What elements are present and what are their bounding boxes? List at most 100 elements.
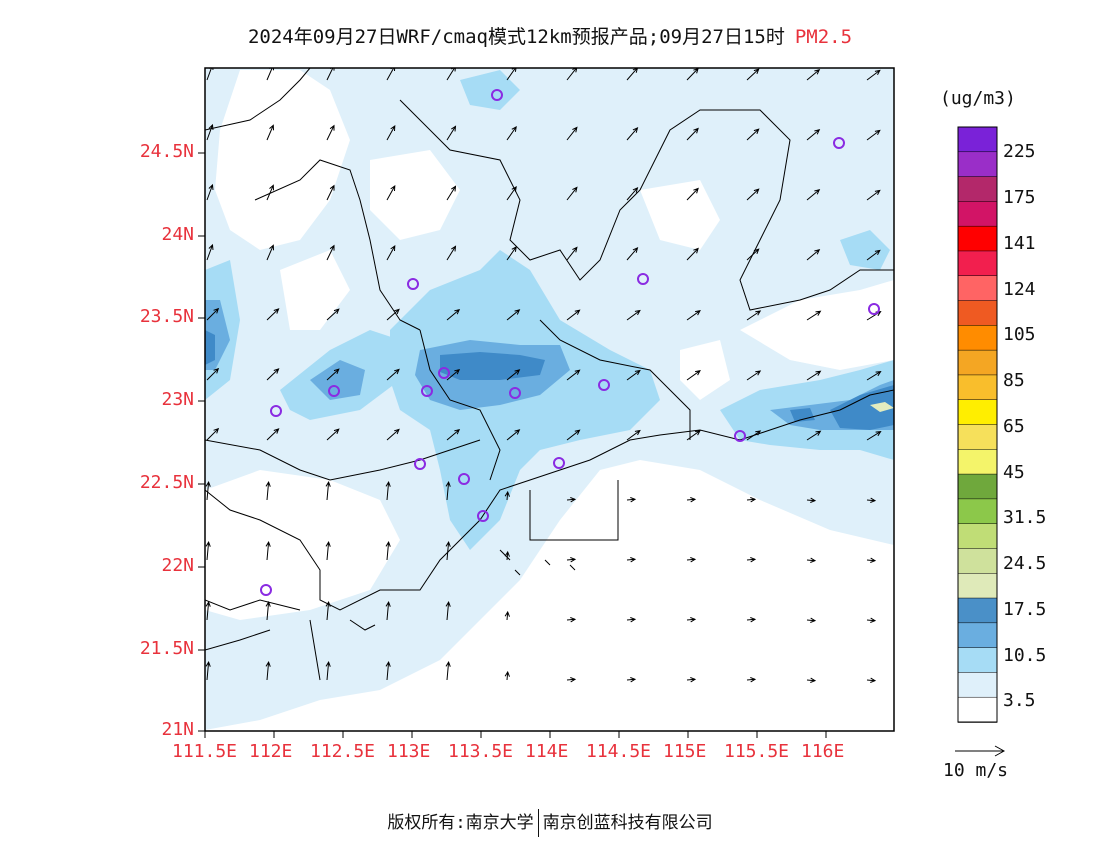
wind-arrow — [806, 128, 821, 141]
wind-arrow — [746, 128, 760, 141]
wind-arrow — [806, 497, 817, 503]
wind-arrow — [446, 308, 461, 321]
wind-arrow — [686, 430, 701, 441]
wind-arrow — [806, 430, 822, 441]
wind-arrow — [385, 480, 391, 501]
wind-arrow — [265, 540, 271, 561]
wind-arrow — [746, 370, 762, 381]
wind-arrow — [746, 677, 757, 683]
wind-arrow — [205, 540, 211, 561]
wind-arrow — [504, 490, 510, 501]
wind-arrow — [325, 480, 331, 501]
wind-arrow — [746, 617, 757, 623]
wind-arrow — [566, 126, 578, 141]
wind-arrow — [806, 557, 817, 563]
wind-arrow — [445, 660, 451, 681]
colorbar-swatch — [957, 201, 998, 227]
station-marker — [598, 379, 610, 391]
wind-arrow — [446, 185, 457, 201]
wind-arrow — [326, 428, 340, 441]
wind-arrow — [866, 617, 877, 623]
station-marker — [260, 584, 272, 596]
colorbar-frame — [957, 126, 998, 723]
wind-arrow — [866, 129, 881, 141]
wind-arrow — [205, 660, 211, 681]
wind-arrow — [446, 368, 461, 381]
colorbar-label: 45 — [1003, 462, 1025, 483]
wind-arrow — [686, 127, 699, 141]
wind-arrow — [266, 244, 274, 261]
colorbar-swatch — [957, 498, 998, 525]
colorbar-label: 3.5 — [1003, 690, 1036, 711]
wind-arrow — [326, 244, 335, 261]
colorbar-swatch — [957, 597, 998, 624]
wind-arrow — [265, 480, 271, 501]
wind-arrow — [206, 243, 214, 261]
wind-arrow — [326, 368, 340, 381]
wind-arrow — [626, 617, 637, 623]
wind-arrow — [806, 370, 822, 381]
colorbar-swatch — [957, 176, 998, 203]
station-marker — [868, 303, 880, 315]
wind-arrow — [806, 310, 822, 321]
wind-arrow — [385, 540, 391, 561]
wind-arrow — [746, 248, 760, 261]
wind-arrow — [686, 310, 701, 321]
station-marker — [414, 458, 426, 470]
lon-label: 111.5E — [172, 741, 238, 762]
wind-arrow — [504, 670, 510, 681]
wind-arrow — [386, 124, 396, 141]
colorbar-swatch — [957, 225, 998, 252]
station-markers — [260, 89, 880, 596]
station-marker — [477, 510, 489, 522]
wind-arrow — [746, 188, 760, 201]
wind-legend-label: 10 m/s — [943, 760, 1009, 781]
wind-arrow — [205, 480, 211, 501]
wind-arrow — [446, 125, 457, 141]
wind-arrow — [626, 497, 637, 503]
wind-arrow — [566, 369, 581, 381]
station-marker — [458, 473, 470, 485]
station-marker — [553, 457, 565, 469]
wind-arrow — [326, 308, 340, 321]
wind-arrow — [806, 617, 817, 623]
wind-arrow — [266, 308, 280, 321]
wind-arrow — [206, 307, 220, 321]
wind-arrow — [205, 600, 211, 621]
footer-separator — [537, 809, 539, 837]
wind-arrow — [506, 245, 517, 261]
colorbar-swatch — [957, 672, 998, 698]
wind-arrow — [445, 480, 451, 501]
colorbar-label: 24.5 — [1003, 553, 1047, 574]
lon-label: 115E — [663, 741, 707, 762]
lon-label: 112.5E — [310, 741, 376, 762]
wind-arrow — [386, 68, 396, 81]
wind-arrow — [746, 310, 762, 321]
lat-label: 23N — [161, 389, 194, 410]
wind-arrow — [566, 186, 578, 201]
wind-arrow — [506, 429, 521, 441]
wind-arrow — [626, 247, 639, 261]
lat-label: 21.5N — [139, 638, 194, 659]
wind-arrow — [446, 245, 457, 261]
colorbar-swatch — [957, 126, 998, 153]
wind-arrow — [506, 369, 521, 381]
colorbar-label: 17.5 — [1003, 599, 1047, 620]
station-marker — [270, 405, 282, 417]
wind-arrow — [626, 309, 641, 321]
colorbar-label: 31.5 — [1003, 507, 1047, 528]
station-marker — [833, 137, 845, 149]
wind-arrow — [325, 600, 331, 621]
wind-arrow — [266, 68, 274, 81]
title-main: 2024年09月27日WRF/cmaq模式12km预报产品;09月27日15时 — [247, 26, 785, 48]
wind-arrow — [686, 187, 699, 201]
coastline-borders — [205, 68, 894, 681]
lon-label: 116E — [801, 741, 845, 762]
lon-label: 113E — [387, 741, 431, 762]
lon-label: 114E — [525, 741, 569, 762]
footer: 版权所有:南京大学 南京创蓝科技有限公司 — [0, 808, 1100, 837]
wind-arrow — [806, 68, 821, 81]
wind-arrow — [504, 610, 510, 621]
wind-arrow — [206, 68, 214, 81]
